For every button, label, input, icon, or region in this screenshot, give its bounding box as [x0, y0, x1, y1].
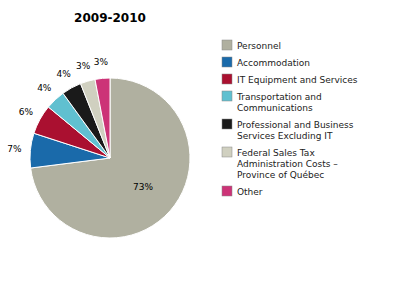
data-label: 4%: [37, 83, 52, 93]
legend-swatch: [222, 186, 232, 196]
chart: 2009-2010 73% 7% 6% 4% 4% 3%3% Personnel Accommo…: [0, 0, 411, 291]
data-label: 4%: [57, 69, 72, 79]
data-labels: 73% 7% 6% 4% 4% 3%3%: [7, 57, 153, 192]
legend-swatch: [222, 74, 232, 84]
legend-entry: Professional and BusinessServices Exclud…: [237, 120, 354, 141]
legend-entry: Federal Sales TaxAdministration Costs –P…: [237, 148, 338, 180]
legend-entry: Transportation andCommunications: [236, 92, 322, 113]
legend-swatch: [222, 119, 232, 129]
legend-swatch: [222, 91, 232, 101]
data-label: 3%: [94, 57, 109, 67]
legend-entry: Personnel: [237, 41, 281, 51]
title: 2009-2010: [74, 11, 146, 25]
data-label: 3%: [76, 61, 91, 71]
legend-swatch: [222, 57, 232, 67]
legend-entry: IT Equipment and Services: [237, 75, 358, 85]
pie-slice: [31, 78, 190, 238]
pie: [30, 78, 190, 238]
legend-entry: Accommodation: [237, 58, 310, 68]
data-label: 7%: [7, 144, 22, 154]
legend-swatch: [222, 147, 232, 157]
pie-slice: [95, 78, 110, 158]
legend-entry: Other: [237, 187, 263, 197]
legend-swatch: [222, 40, 232, 50]
data-label: 73%: [133, 182, 153, 192]
data-label: 6%: [19, 107, 34, 117]
legend: Personnel Accommodation IT Equipment and S…: [222, 40, 358, 197]
